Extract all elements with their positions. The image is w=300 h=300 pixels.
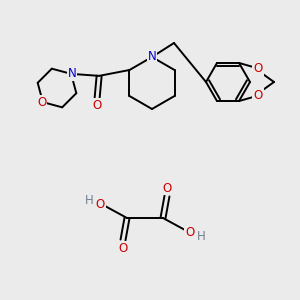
Text: O: O xyxy=(95,197,105,211)
Text: O: O xyxy=(254,62,262,75)
Text: O: O xyxy=(185,226,195,238)
Text: H: H xyxy=(85,194,93,206)
Text: O: O xyxy=(92,99,102,112)
Text: O: O xyxy=(162,182,172,194)
Text: N: N xyxy=(68,68,76,80)
Text: H: H xyxy=(196,230,206,242)
Text: O: O xyxy=(118,242,127,254)
Text: O: O xyxy=(37,96,46,109)
Text: O: O xyxy=(254,88,262,102)
Text: N: N xyxy=(148,50,156,62)
